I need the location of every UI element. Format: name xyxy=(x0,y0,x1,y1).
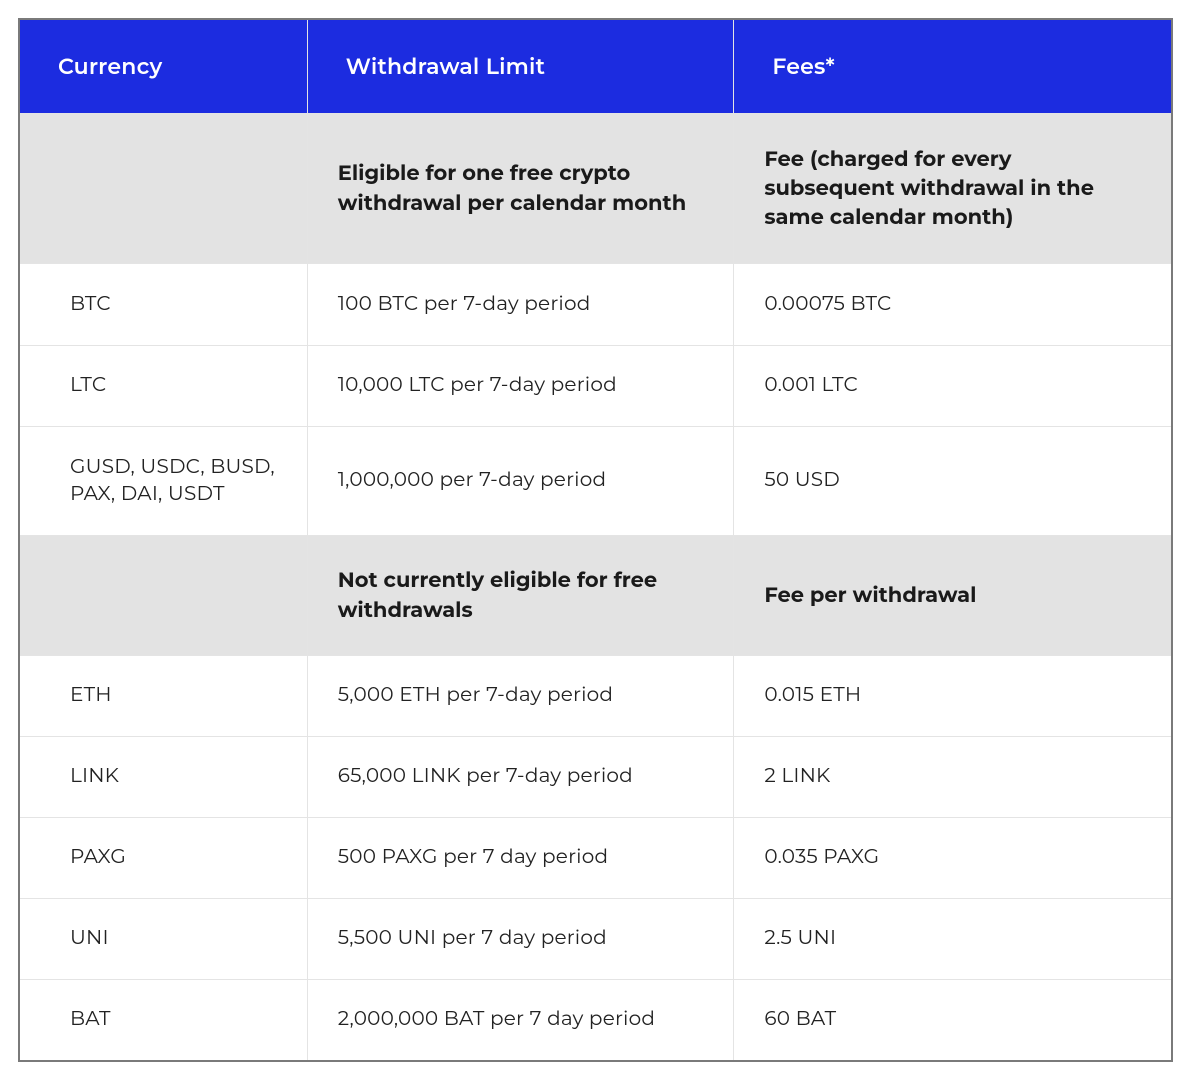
cell-fee: 0.035 PAXG xyxy=(734,817,1172,898)
table-row: BTC 100 BTC per 7-day period 0.00075 BTC xyxy=(19,264,1172,345)
table-header-row: Currency Withdrawal Limit Fees* xyxy=(19,19,1172,113)
subheader-currency xyxy=(19,113,307,264)
cell-limit: 1,000,000 per 7-day period xyxy=(307,426,734,536)
cell-limit: 500 PAXG per 7 day period xyxy=(307,817,734,898)
cell-limit: 2,000,000 BAT per 7 day period xyxy=(307,979,734,1061)
cell-limit: 10,000 LTC per 7-day period xyxy=(307,345,734,426)
cell-currency: BTC xyxy=(19,264,307,345)
cell-currency: UNI xyxy=(19,898,307,979)
table-row: PAXG 500 PAXG per 7 day period 0.035 PAX… xyxy=(19,817,1172,898)
subheader-limit: Not currently eligible for free withdraw… xyxy=(307,536,734,655)
table-row: LTC 10,000 LTC per 7-day period 0.001 LT… xyxy=(19,345,1172,426)
cell-currency: GUSD, USDC, BUSD, PAX, DAI, USDT xyxy=(19,426,307,536)
table-row: GUSD, USDC, BUSD, PAX, DAI, USDT 1,000,0… xyxy=(19,426,1172,536)
page: Currency Withdrawal Limit Fees* Eligible… xyxy=(0,0,1191,1080)
table-subheader: Not currently eligible for free withdraw… xyxy=(19,536,1172,655)
col-header-limit: Withdrawal Limit xyxy=(307,19,734,113)
col-header-currency: Currency xyxy=(19,19,307,113)
table-row: LINK 65,000 LINK per 7-day period 2 LINK xyxy=(19,736,1172,817)
table-row: BAT 2,000,000 BAT per 7 day period 60 BA… xyxy=(19,979,1172,1061)
cell-fee: 50 USD xyxy=(734,426,1172,536)
table-row: UNI 5,500 UNI per 7 day period 2.5 UNI xyxy=(19,898,1172,979)
cell-fee: 0.001 LTC xyxy=(734,345,1172,426)
cell-fee: 2 LINK xyxy=(734,736,1172,817)
cell-fee: 0.015 ETH xyxy=(734,655,1172,736)
subheader-fee: Fee (charged for every subsequent withdr… xyxy=(734,113,1172,264)
cell-currency: LTC xyxy=(19,345,307,426)
cell-limit: 100 BTC per 7-day period xyxy=(307,264,734,345)
subheader-limit: Eligible for one free crypto withdrawal … xyxy=(307,113,734,264)
cell-limit: 65,000 LINK per 7-day period xyxy=(307,736,734,817)
cell-currency: PAXG xyxy=(19,817,307,898)
subheader-fee: Fee per withdrawal xyxy=(734,536,1172,655)
col-header-fees: Fees* xyxy=(734,19,1172,113)
cell-fee: 0.00075 BTC xyxy=(734,264,1172,345)
subheader-currency xyxy=(19,536,307,655)
cell-fee: 60 BAT xyxy=(734,979,1172,1061)
table-row: ETH 5,000 ETH per 7-day period 0.015 ETH xyxy=(19,655,1172,736)
cell-limit: 5,000 ETH per 7-day period xyxy=(307,655,734,736)
cell-currency: BAT xyxy=(19,979,307,1061)
withdrawal-fee-table: Currency Withdrawal Limit Fees* Eligible… xyxy=(18,18,1173,1062)
cell-fee: 2.5 UNI xyxy=(734,898,1172,979)
cell-currency: ETH xyxy=(19,655,307,736)
cell-currency: LINK xyxy=(19,736,307,817)
cell-limit: 5,500 UNI per 7 day period xyxy=(307,898,734,979)
table-subheader: Eligible for one free crypto withdrawal … xyxy=(19,113,1172,264)
